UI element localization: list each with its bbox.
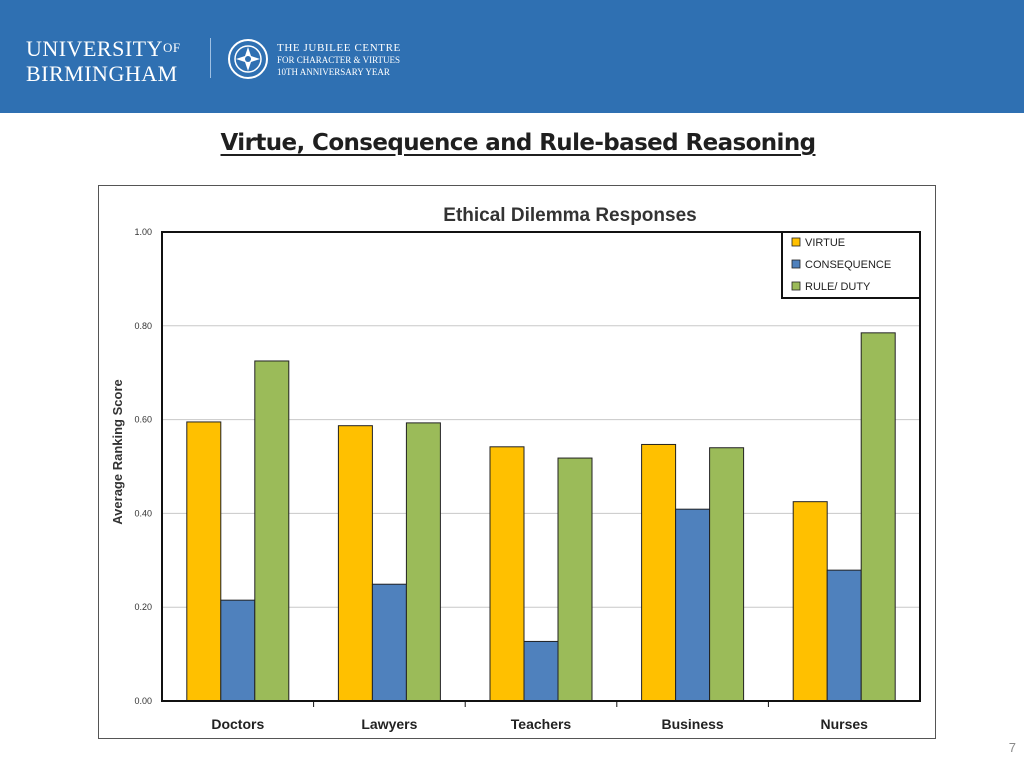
bar-lawyers-rule-duty <box>405 422 441 702</box>
bar-teachers-virtue <box>489 446 525 702</box>
legend-swatch <box>791 237 801 247</box>
jubilee-line2: FOR CHARACTER & VIRTUES <box>277 55 401 65</box>
chart-frame <box>98 185 936 739</box>
bar-nurses-virtue <box>792 501 828 702</box>
y-axis-label: Average Ranking Score <box>110 379 125 524</box>
bar-business-rule-duty <box>709 447 745 702</box>
x-tick-label: Nurses <box>820 716 868 732</box>
jubilee-text: THE JUBILEE CENTRE FOR CHARACTER & VIRTU… <box>277 42 401 78</box>
bar-business-consequence <box>675 508 711 702</box>
legend-label: RULE/ DUTY <box>805 281 871 293</box>
bar-chart: Ethical Dilemma Responses Average Rankin… <box>110 205 921 732</box>
jubilee-line1: THE JUBILEE CENTRE <box>277 42 401 54</box>
legend: VIRTUE CONSEQUENCE RULE/ DUTY <box>781 231 921 299</box>
y-tick-label: 0.40 <box>134 508 152 518</box>
x-tick-label: Teachers <box>511 716 572 732</box>
page-title: Virtue, Consequence and Rule-based Reaso… <box>220 130 817 156</box>
x-tick-label: Business <box>661 716 723 732</box>
y-tick-label: 0.80 <box>134 321 152 331</box>
bar-lawyers-consequence <box>371 583 407 702</box>
bar-nurses-consequence <box>826 569 862 702</box>
x-tick-label: Lawyers <box>361 716 417 732</box>
y-tick-label: 0.60 <box>134 415 152 425</box>
bar-business-virtue <box>641 443 677 702</box>
bar-teachers-consequence <box>523 640 559 702</box>
jubilee-emblem-icon <box>228 39 268 79</box>
legend-label: CONSEQUENCE <box>805 259 891 271</box>
jubilee-line3: 10TH ANNIVERSARY YEAR <box>277 67 390 77</box>
y-tick-label: 1.00 <box>134 227 152 237</box>
logo-divider <box>210 38 211 78</box>
y-tick-label: 0.00 <box>134 696 152 706</box>
header-bar <box>0 0 1024 113</box>
axis-layer: 0.00 0.20 0.40 0.60 0.80 1.00 Doctors Lawyers Te… <box>134 227 921 732</box>
bar-lawyers-virtue <box>337 425 373 702</box>
university-logo: UNIVERSITYOF BIRMINGHAM <box>26 36 181 86</box>
bar-teachers-rule-duty <box>557 457 593 702</box>
university-line2: BIRMINGHAM <box>26 61 178 86</box>
page-number: 7 <box>1008 740 1016 755</box>
bar-doctors-consequence <box>220 599 256 702</box>
x-tick-label: Doctors <box>211 716 264 732</box>
legend-box <box>781 231 921 299</box>
university-of: OF <box>163 40 181 55</box>
chart-title: Ethical Dilemma Responses <box>443 205 696 226</box>
legend-swatch <box>791 281 801 291</box>
legend-swatch <box>791 259 801 269</box>
university-line1: UNIVERSITY <box>26 36 163 61</box>
bars-layer <box>186 332 896 702</box>
y-tick-label: 0.20 <box>134 602 152 612</box>
bar-doctors-virtue <box>186 421 222 702</box>
bar-nurses-rule-duty <box>860 332 896 702</box>
legend-label: VIRTUE <box>805 237 845 249</box>
plot-area-border <box>161 231 921 702</box>
bar-doctors-rule-duty <box>254 360 290 702</box>
